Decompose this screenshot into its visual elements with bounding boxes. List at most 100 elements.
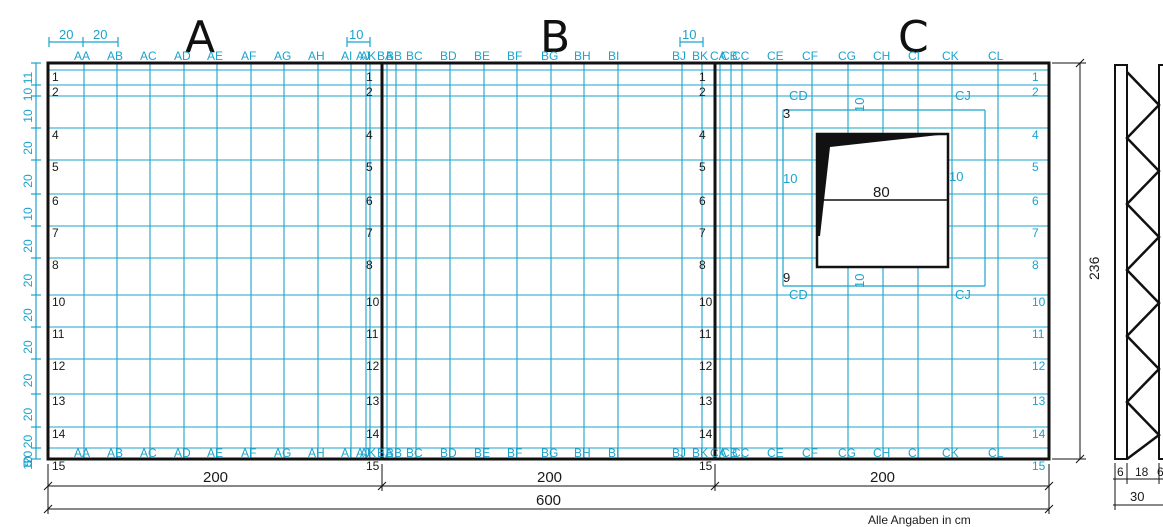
- column-label-top: AA: [74, 49, 90, 63]
- column-label-bottom: BF: [507, 446, 522, 460]
- column-label-bottom: CF: [802, 446, 818, 460]
- column-label-bottom: BD: [440, 446, 457, 460]
- section-dim-core: 18: [1135, 465, 1149, 479]
- left-dim-label: 5: [21, 459, 35, 466]
- left-dim-label: 10: [21, 456, 35, 470]
- row-label: 11: [1032, 327, 1045, 341]
- row-label: 2: [1032, 85, 1039, 99]
- panel-letter-b: B: [540, 12, 570, 63]
- column-label-bottom: BB: [386, 446, 402, 460]
- left-dim-label: 10: [21, 109, 35, 123]
- column-label-top: CI: [908, 49, 920, 63]
- column-label-top: AH: [308, 49, 325, 63]
- column-label-bottom: CB: [721, 446, 738, 460]
- row-label: 15: [52, 459, 66, 473]
- opening-width-label: 80: [873, 184, 890, 201]
- column-label-top: BF: [507, 49, 522, 63]
- row-label: 12: [1032, 359, 1046, 373]
- column-label-top: AD: [174, 49, 191, 63]
- opening-row-9: 9: [783, 270, 790, 285]
- top-dim-label: 10: [682, 27, 696, 42]
- row-label: 14: [52, 427, 66, 441]
- column-label-bottom: AB: [107, 446, 123, 460]
- column-label-bottom: AD: [174, 446, 191, 460]
- row-label: 2: [699, 85, 706, 99]
- dim-tick: [1044, 504, 1054, 514]
- row-label: 8: [52, 258, 59, 272]
- opening-guides: [782, 109, 986, 287]
- row-label: 5: [1032, 160, 1039, 174]
- section-flange-right: [1158, 64, 1163, 460]
- row-label: 10: [699, 295, 713, 309]
- row-label: 14: [366, 427, 380, 441]
- row-label: 11: [699, 327, 712, 341]
- row-label: 11: [366, 327, 379, 341]
- column-label-top: CC: [732, 49, 750, 63]
- left-dim-label: 11: [21, 71, 35, 84]
- dim-tick: [43, 481, 53, 491]
- column-label-bottom: AH: [308, 446, 325, 460]
- section-dim-total: 30: [1130, 489, 1144, 504]
- row-label: 7: [1032, 226, 1039, 240]
- column-label-bottom: AJ: [356, 446, 370, 460]
- row-label: 4: [699, 128, 706, 142]
- dim-panel-a: 200: [203, 469, 228, 486]
- opening-label-cj-bottom: CJ: [955, 287, 971, 302]
- column-label-top: CG: [838, 49, 856, 63]
- column-label-bottom: AG: [274, 446, 291, 460]
- section-lattice: [1125, 71, 1161, 460]
- row-label: 2: [52, 85, 59, 99]
- left-dim-label: 20: [21, 239, 35, 253]
- row-label: 15: [699, 459, 713, 473]
- column-label-top: BE: [474, 49, 490, 63]
- section-view: [1113, 64, 1163, 510]
- opening-label-cd-top: CD: [789, 88, 808, 103]
- footnote: Alle Angaben in cm: [868, 513, 971, 527]
- row-label: 12: [52, 359, 66, 373]
- column-label-top: BA: [377, 49, 393, 63]
- column-label-bottom: AC: [140, 446, 157, 460]
- row-label: 8: [366, 258, 373, 272]
- column-label-bottom: CC: [732, 446, 750, 460]
- column-label-top: AB: [107, 49, 123, 63]
- opening-wedge: [817, 134, 948, 236]
- height-label: 236: [1086, 256, 1102, 280]
- bottom-dimensions: [43, 464, 1054, 514]
- row-label: 12: [699, 359, 713, 373]
- column-label-top: BJ: [672, 49, 686, 63]
- height-dimension: [1052, 58, 1086, 464]
- dim-panel-b: 200: [537, 469, 562, 486]
- row-label: 6: [699, 194, 706, 208]
- row-label: 4: [52, 128, 59, 142]
- row-label: 6: [52, 194, 59, 208]
- left-dim-label: 20: [21, 451, 35, 465]
- left-dim-label: 20: [21, 340, 35, 354]
- column-label-top: CF: [802, 49, 818, 63]
- row-label: 4: [366, 128, 373, 142]
- left-dim-label: 20: [21, 174, 35, 188]
- row-label: 4: [1032, 128, 1039, 142]
- row-label: 10: [1032, 295, 1046, 309]
- panel-letter-a: A: [185, 12, 215, 63]
- dim-tick: [1044, 481, 1054, 491]
- row-label: 14: [1032, 427, 1046, 441]
- row-label: 1: [366, 70, 373, 84]
- row-label: 14: [699, 427, 713, 441]
- column-label-top: AK: [360, 49, 376, 63]
- column-label-top: BG: [541, 49, 558, 63]
- row-label: 1: [1032, 70, 1039, 84]
- panel-grid: [48, 63, 1049, 460]
- panel-letter-c: C: [898, 12, 929, 63]
- top-spacing-dimensions: [48, 37, 704, 47]
- section-dim-flange-right: 6: [1157, 465, 1163, 479]
- row-label: 10: [52, 295, 66, 309]
- row-label: 10: [366, 295, 380, 309]
- column-label-bottom: CG: [838, 446, 856, 460]
- top-dim-label: 10: [349, 27, 363, 42]
- dim-panel-c: 200: [870, 469, 895, 486]
- column-label-bottom: AE: [207, 446, 223, 460]
- column-label-top: AF: [241, 49, 256, 63]
- column-label-bottom: CH: [873, 446, 890, 460]
